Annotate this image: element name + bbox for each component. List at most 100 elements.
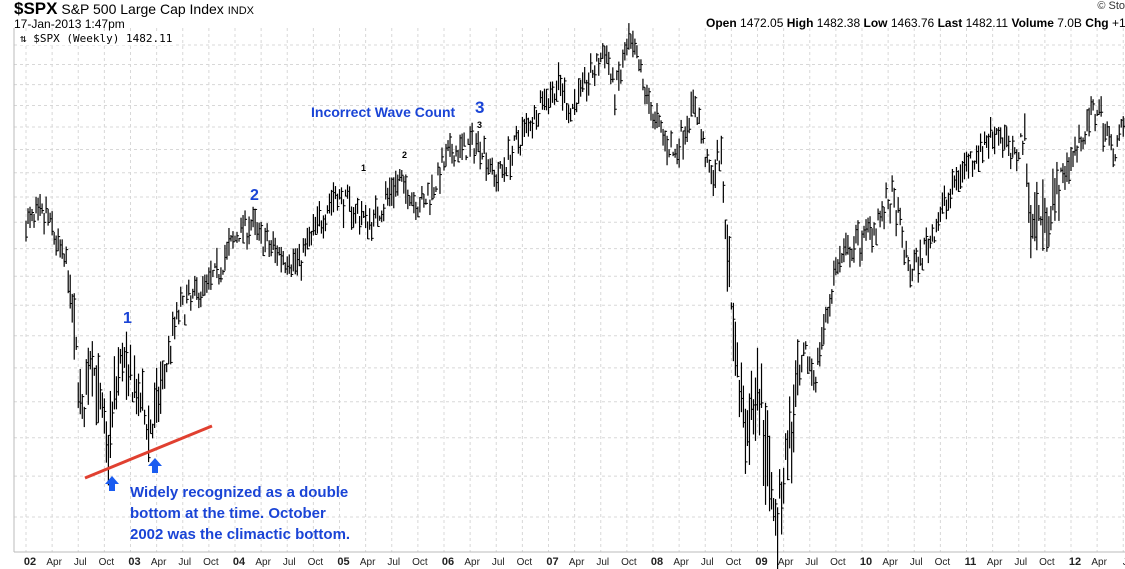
price-bar	[545, 88, 549, 111]
price-bar	[570, 108, 573, 122]
price-bar	[688, 117, 692, 134]
x-tick-label: 06	[442, 556, 454, 568]
price-bar	[103, 398, 107, 434]
ohlc-value: 1472.05	[740, 16, 784, 30]
price-bar	[531, 116, 535, 139]
double-bottom-note: Widely recognized as a double bottom at …	[130, 482, 350, 545]
price-bar	[1094, 113, 1098, 132]
price-bar	[1058, 184, 1061, 221]
price-bar	[943, 185, 947, 206]
price-bar	[941, 192, 945, 214]
exchange: INDX	[227, 5, 254, 17]
price-bar	[117, 347, 121, 396]
price-bar	[137, 373, 141, 417]
price-bar	[716, 139, 720, 161]
price-bar	[801, 354, 804, 373]
wave-label-1: 1	[123, 310, 132, 327]
x-tick-label: 03	[128, 556, 140, 568]
price-bar	[899, 207, 903, 226]
price-bar	[760, 363, 764, 408]
price-bar	[371, 221, 374, 241]
price-bar	[170, 345, 173, 365]
price-bar	[109, 390, 113, 459]
price-bar	[509, 154, 513, 180]
price-bar	[182, 295, 185, 305]
price-bar	[1112, 148, 1116, 168]
price-bar	[1100, 96, 1104, 117]
price-bar	[433, 187, 436, 199]
price-bar	[783, 467, 786, 504]
x-tick-label: Apr	[673, 557, 689, 568]
price-bar	[1068, 157, 1071, 184]
price-bar	[839, 245, 842, 273]
price-bar	[342, 199, 346, 229]
price-bar	[1118, 124, 1122, 141]
price-bar	[797, 339, 800, 396]
ohlc-summary: Open 1472.05 High 1482.38 Low 1463.76 La…	[706, 16, 1125, 30]
price-bar	[807, 356, 810, 374]
price-bar	[823, 314, 826, 345]
x-tick-label: Oct	[1039, 557, 1055, 568]
x-tick-label: 10	[860, 556, 872, 568]
price-bar	[551, 81, 555, 103]
x-tick-label: Oct	[412, 557, 428, 568]
price-bar	[658, 114, 662, 128]
x-tick-label: Jul	[596, 557, 609, 568]
price-bar	[957, 170, 961, 193]
price-bar	[356, 197, 360, 214]
price-bar	[666, 135, 670, 166]
chart-legend: ⇅ $SPX (Weekly) 1482.11	[18, 32, 175, 45]
note-line: Widely recognized as a double	[130, 484, 349, 501]
price-bar	[429, 199, 432, 216]
ohlc-value: 7.0B	[1057, 16, 1082, 30]
price-bar	[873, 222, 877, 236]
price-bar	[453, 155, 457, 167]
x-tick-label: Oct	[203, 557, 219, 568]
price-bar	[1056, 161, 1059, 195]
price-bar	[407, 189, 410, 210]
price-bar	[559, 74, 563, 97]
price-bar	[608, 51, 611, 75]
price-bar	[236, 231, 240, 243]
price-bar	[805, 341, 808, 350]
price-bar	[787, 430, 790, 481]
x-tick-label: Jul	[74, 557, 87, 568]
price-bar	[1004, 124, 1007, 150]
price-bar	[590, 53, 593, 73]
price-bar	[1002, 137, 1005, 158]
price-bar	[65, 246, 69, 265]
x-tick-label: Jul	[178, 557, 191, 568]
index-name: S&P 500 Large Cap Index	[61, 1, 224, 17]
price-bar	[883, 207, 887, 230]
price-bar	[238, 237, 242, 242]
ohlc-label: Volume	[1011, 16, 1054, 30]
price-bar	[929, 235, 933, 249]
price-bar	[377, 206, 380, 227]
copyright: © Sto	[1097, 0, 1125, 12]
price-bar	[815, 376, 818, 393]
x-tick-label: Oct	[830, 557, 846, 568]
price-bar	[885, 182, 889, 199]
price-bar	[1102, 123, 1106, 152]
ohlc-label: Chg	[1085, 16, 1109, 30]
price-bar	[290, 264, 294, 277]
price-bar	[602, 43, 605, 59]
price-bar	[222, 269, 225, 275]
x-tick-label: Apr	[255, 557, 271, 568]
price-bar	[799, 364, 802, 386]
price-bar	[781, 481, 784, 535]
x-tick-label: Oct	[621, 557, 637, 568]
price-bar	[588, 72, 591, 96]
price-bar	[648, 87, 651, 114]
price-bar	[186, 284, 189, 304]
price-bar	[670, 130, 674, 148]
x-tick-label: Apr	[987, 557, 1003, 568]
price-bar	[216, 247, 219, 279]
ohlc-label: Last	[937, 16, 963, 30]
price-bar	[465, 155, 469, 161]
small-wave-label-3: 3	[477, 120, 483, 130]
x-tick-label: Apr	[569, 557, 585, 568]
price-bar	[479, 141, 483, 170]
price-bar	[793, 384, 796, 453]
price-bar	[358, 216, 362, 235]
